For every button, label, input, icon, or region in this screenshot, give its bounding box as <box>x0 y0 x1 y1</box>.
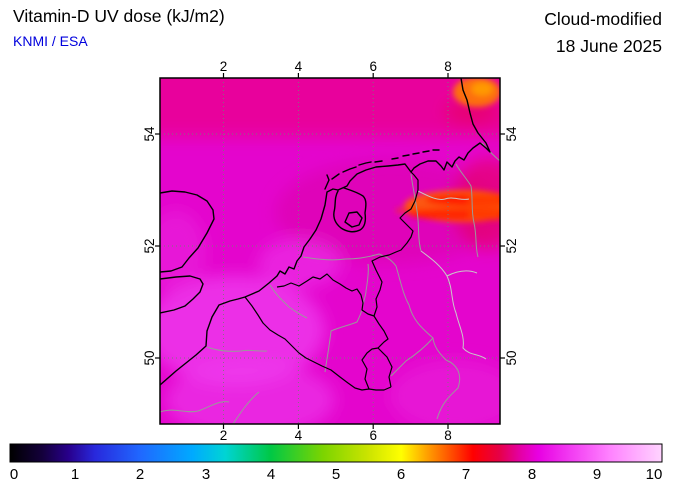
river-mosel <box>390 337 434 377</box>
header-right-block: Cloud-modified 18 June 2025 <box>544 6 662 60</box>
river-somme <box>206 346 268 352</box>
lat-tick-label-right: 50 <box>504 350 519 365</box>
colorbar-tick-label: 10 <box>646 466 663 483</box>
river-seine <box>160 401 230 413</box>
colorbar-tick-label: 6 <box>397 466 405 483</box>
lat-tick-label-left: 50 <box>142 350 157 365</box>
lat-tick-label-left: 54 <box>142 126 157 142</box>
colorbar-tick-label: 9 <box>593 466 601 483</box>
england-coastline <box>160 190 215 314</box>
state-border <box>446 270 478 277</box>
lat-tick-label-left: 52 <box>142 238 157 253</box>
graticule-grid <box>160 78 500 424</box>
river-meuse <box>324 263 369 373</box>
coastlines <box>160 78 491 386</box>
lon-tick-label-top: 8 <box>444 59 452 74</box>
lon-tick-label-bottom: 6 <box>369 428 377 443</box>
belgium-netherlands-border <box>276 273 375 317</box>
wadden-islands <box>324 149 440 190</box>
colorbar-tick-label: 1 <box>71 466 79 483</box>
netherlands-germany-border <box>371 171 419 317</box>
product-mode-label: Cloud-modified <box>544 9 662 29</box>
state-border <box>417 190 470 200</box>
lon-tick-label-bottom: 4 <box>295 428 303 443</box>
map-frame <box>159 77 501 425</box>
colorbar-tick-label: 4 <box>267 466 275 483</box>
lon-tick-label-top: 6 <box>369 59 377 74</box>
lon-tick-label-top: 4 <box>295 59 303 74</box>
colorbar-tick-label: 8 <box>528 466 536 483</box>
river-scheldt <box>269 284 308 319</box>
axis-tick-marks <box>155 73 505 429</box>
river-lines <box>160 142 500 424</box>
data-source-label: KNMI / ESA <box>13 33 88 49</box>
colorbar-tick-label: 0 <box>10 466 18 483</box>
lat-tick-label-right: 54 <box>504 126 519 142</box>
river-elbe <box>481 142 500 162</box>
continental-coastline <box>160 78 491 386</box>
regional-border-lines <box>417 190 487 360</box>
river-oise <box>232 391 260 424</box>
product-date-label: 18 June 2025 <box>555 36 662 57</box>
luxembourg-west-border <box>361 347 379 390</box>
uv-dose-field <box>160 78 500 424</box>
page-title: Vitamin-D UV dose (kJ/m2) <box>13 6 225 26</box>
lon-tick-label-bottom: 2 <box>220 428 228 443</box>
colorbar-tick-label: 5 <box>332 466 340 483</box>
lon-tick-label-top: 2 <box>220 59 228 74</box>
colorbar-tick-label: 7 <box>462 466 470 483</box>
river-ems <box>410 173 422 252</box>
ijsselmeer-outline <box>333 187 367 233</box>
country-borders <box>244 171 419 391</box>
colorbar <box>9 443 663 463</box>
colorbar-tick-label: 3 <box>202 466 210 483</box>
france-belgium-luxembourg-border <box>244 296 392 391</box>
lat-tick-label-right: 52 <box>504 238 519 253</box>
luxembourg-east-border <box>377 347 393 388</box>
state-border <box>420 250 487 360</box>
colorbar-tick-label: 2 <box>136 466 144 483</box>
river-rhine <box>302 253 461 420</box>
belgium-germany-border <box>373 315 389 349</box>
lon-tick-label-bottom: 8 <box>444 428 452 443</box>
river-weser <box>455 163 479 258</box>
